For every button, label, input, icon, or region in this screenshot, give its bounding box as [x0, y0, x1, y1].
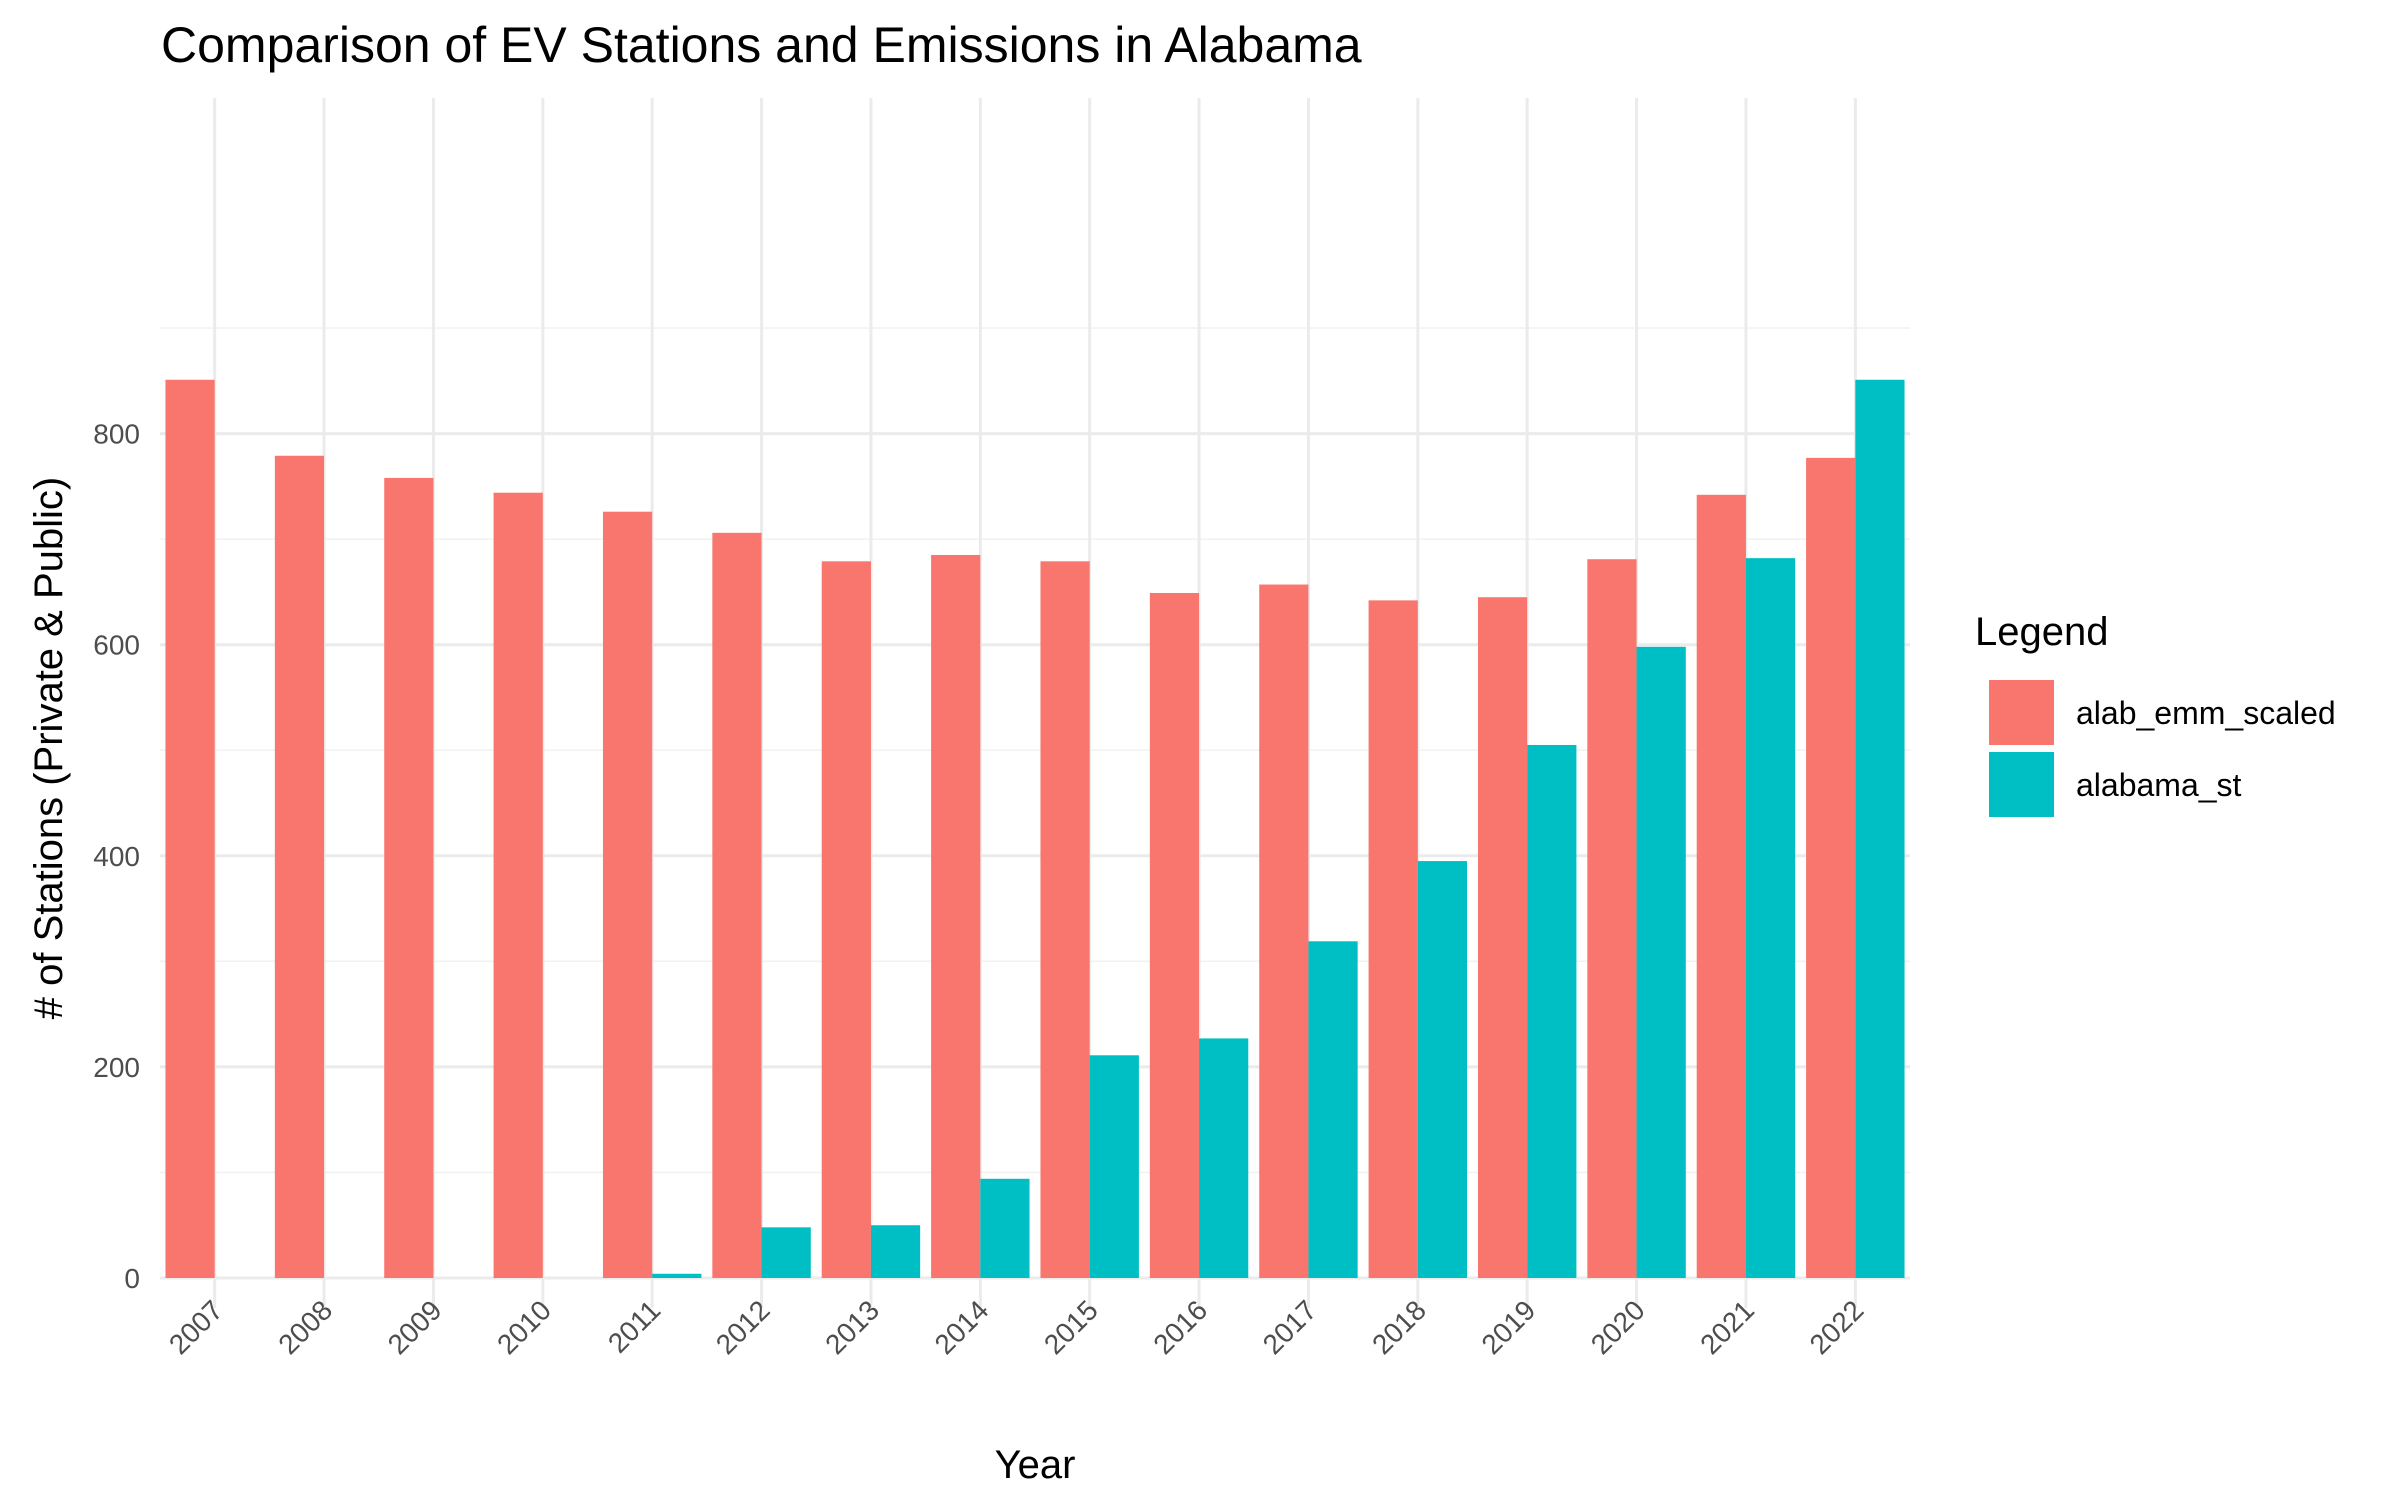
x-tick-label: 2012: [710, 1294, 776, 1360]
x-tick-label: 2020: [1585, 1294, 1651, 1360]
bar-alab_emm_scaled-2019: [1477, 597, 1528, 1278]
bar-alabama_st-2019: [1527, 744, 1577, 1278]
legend-title: Legend: [1975, 610, 2108, 654]
x-tick-label: 2009: [382, 1294, 448, 1360]
x-tick-label: 2014: [929, 1294, 995, 1360]
bar-alab_emm_scaled-2021: [1696, 494, 1746, 1279]
bar-alab_emm_scaled-2011: [602, 511, 653, 1278]
bar-alab_emm_scaled-2007: [165, 379, 215, 1278]
bar-alabama_st-2014: [980, 1178, 1030, 1278]
bar-alabama_st-2018: [1417, 861, 1468, 1278]
chart-title: Comparison of EV Stations and Emissions …: [161, 17, 1362, 73]
y-tick-label: 800: [93, 419, 140, 450]
y-axis-ticks: 0 200 400 600 800: [93, 419, 140, 1294]
legend-key-alabama_st: [1989, 752, 2054, 817]
x-tick-label: 2011: [602, 1294, 667, 1359]
x-tick-label: 2019: [1475, 1294, 1541, 1360]
y-tick-label: 200: [93, 1052, 140, 1083]
x-tick-label: 2022: [1804, 1294, 1870, 1360]
x-tick-label: 2017: [1257, 1294, 1323, 1360]
bar-alab_emm_scaled-2014: [931, 554, 981, 1278]
x-tick-label: 2008: [272, 1294, 338, 1360]
x-tick-label: 2007: [163, 1294, 229, 1360]
bars: [165, 379, 1905, 1279]
y-tick-label: 0: [124, 1263, 140, 1294]
legend-items: alab_emm_scaled alabama_st: [1989, 680, 2336, 817]
y-tick-label: 400: [93, 841, 140, 872]
bar-alab_emm_scaled-2017: [1259, 584, 1309, 1278]
bar-alab_emm_scaled-2018: [1368, 600, 1418, 1278]
y-axis-title: # of Stations (Private & Public): [27, 477, 71, 1019]
x-tick-label: 2021: [1694, 1294, 1760, 1360]
bar-alabama_st-2016: [1199, 1038, 1249, 1278]
bar-alabama_st-2022: [1855, 379, 1905, 1278]
bar-alabama_st-2020: [1636, 646, 1686, 1278]
legend-label-alab_emm_scaled: alab_emm_scaled: [2076, 695, 2336, 731]
x-tick-label: 2018: [1366, 1294, 1432, 1360]
bar-alab_emm_scaled-2022: [1806, 457, 1856, 1279]
bar-alab_emm_scaled-2020: [1587, 559, 1637, 1278]
x-tick-label: 2013: [819, 1294, 885, 1360]
bar-alabama_st-2015: [1089, 1055, 1139, 1278]
bar-alab_emm_scaled-2016: [1149, 592, 1200, 1278]
bar-alabama_st-2011: [652, 1273, 702, 1278]
bar-alabama_st-2012: [761, 1227, 811, 1278]
y-tick-label: 600: [93, 630, 140, 661]
bar-alab_emm_scaled-2008: [274, 455, 325, 1278]
x-tick-label: 2015: [1038, 1294, 1104, 1360]
legend-key-alab_emm_scaled: [1989, 680, 2054, 745]
bar-alab_emm_scaled-2012: [712, 532, 762, 1278]
legend: Legend alab_emm_scaled alabama_st: [1975, 610, 2336, 817]
legend-label-alabama_st: alabama_st: [2076, 767, 2242, 803]
bar-alabama_st-2013: [870, 1225, 921, 1278]
bar-alab_emm_scaled-2013: [821, 561, 871, 1278]
bar-alab_emm_scaled-2010: [493, 492, 543, 1278]
x-axis-title: Year: [995, 1443, 1076, 1487]
x-tick-label: 2016: [1147, 1294, 1213, 1360]
bar-alab_emm_scaled-2009: [384, 477, 434, 1278]
x-tick-label: 2010: [491, 1294, 557, 1360]
x-axis-ticks: 2007 2008 2009 2010 2011 2012 2013 2014 2015 2016…: [163, 1294, 1870, 1360]
bar-alabama_st-2017: [1308, 941, 1358, 1278]
bar-alab_emm_scaled-2015: [1040, 561, 1090, 1278]
bar-alabama_st-2021: [1745, 558, 1796, 1278]
